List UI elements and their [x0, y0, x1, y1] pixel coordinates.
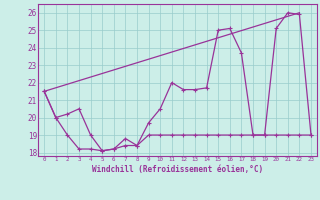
X-axis label: Windchill (Refroidissement éolien,°C): Windchill (Refroidissement éolien,°C)	[92, 165, 263, 174]
